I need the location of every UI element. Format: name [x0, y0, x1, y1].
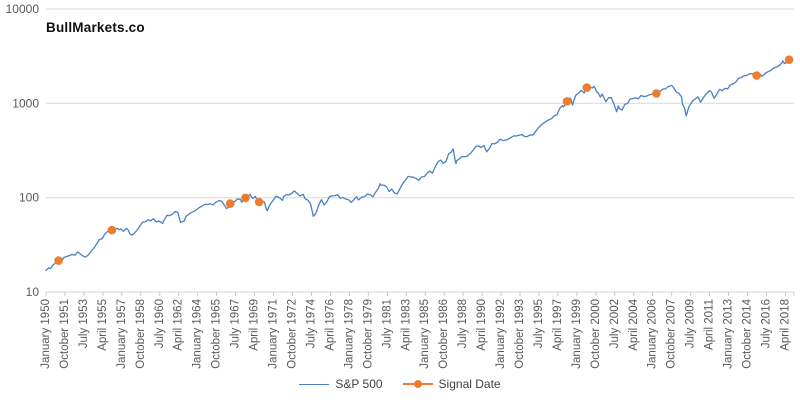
- x-tick-label: April 1997: [552, 299, 564, 351]
- x-tick-label: July 1981: [381, 299, 393, 348]
- x-tick-label: July 2002: [609, 299, 621, 348]
- x-tick-label: January 1985: [419, 299, 431, 369]
- x-tick-label: January 1971: [268, 299, 280, 369]
- x-tick-label: July 1960: [154, 299, 166, 348]
- x-tick-label: April 2004: [628, 298, 640, 350]
- x-tick-label: July 1995: [533, 299, 545, 348]
- x-tick-label: July 1953: [78, 299, 90, 348]
- x-tick-label: October 1993: [514, 299, 526, 369]
- brand-title: BullMarkets.co: [46, 20, 145, 35]
- signal-marker: [107, 225, 117, 235]
- signal-marker: [225, 199, 235, 208]
- x-tick-label: January 1999: [571, 299, 583, 369]
- x-tick-label: October 1986: [438, 299, 450, 369]
- x-tick-label: October 1965: [211, 299, 223, 369]
- x-tick-label: October 2014: [742, 298, 754, 368]
- signal-marker: [752, 71, 761, 80]
- x-tick-label: January 1950: [40, 299, 52, 369]
- x-tick-label: October 1958: [135, 299, 147, 369]
- x-tick-label: April 2011: [704, 299, 716, 350]
- x-tick-label: April 1955: [97, 299, 109, 351]
- signal-marker: [784, 55, 794, 64]
- x-tick-label: July 1988: [457, 299, 469, 348]
- x-tick-label: October 1951: [59, 299, 71, 369]
- x-tick-label: January 2006: [647, 299, 659, 369]
- x-tick-label: January 1964: [192, 298, 204, 368]
- x-tick-label: April 1962: [173, 299, 185, 351]
- y-tick-label: 10000: [6, 2, 40, 16]
- signal-line-swatch-icon: [402, 380, 433, 389]
- y-tick-label: 100: [19, 191, 39, 205]
- signal-dot-icon: [413, 380, 422, 389]
- y-tick-label: 1000: [12, 96, 39, 110]
- signal-marker: [254, 197, 264, 207]
- signal-marker: [562, 97, 572, 106]
- chart-legend: S&P 500 Signal Date: [0, 377, 800, 391]
- x-tick-label: April 1990: [476, 299, 488, 351]
- x-tick-label: October 1972: [287, 299, 299, 369]
- x-tick-label: July 1967: [230, 299, 242, 348]
- x-tick-label: July 1974: [306, 298, 318, 348]
- x-tick-label: October 1979: [362, 299, 374, 369]
- sp500-line: [45, 58, 791, 272]
- x-tick-label: April 1969: [249, 299, 261, 351]
- x-tick-label: April 1976: [324, 299, 336, 351]
- x-tick-label: January 2013: [723, 299, 735, 369]
- signal-marker: [54, 256, 63, 265]
- x-tick-label: April 1983: [400, 299, 412, 351]
- sp500-line-swatch-icon: [299, 383, 330, 385]
- x-tick-label: January 1978: [343, 299, 355, 369]
- signal-marker: [582, 83, 592, 92]
- x-tick-label: October 2007: [666, 299, 678, 369]
- legend-label-signal-date: Signal Date: [438, 377, 501, 391]
- x-tick-label: October 2000: [590, 299, 602, 369]
- legend-label-sp500: S&P 500: [335, 377, 383, 391]
- x-tick-label: April 2018: [780, 299, 792, 351]
- legend-item-signal-date: Signal Date: [402, 377, 501, 391]
- y-tick-label: 10: [26, 285, 40, 299]
- x-tick-label: July 2009: [685, 299, 697, 348]
- signal-marker: [241, 193, 250, 203]
- signal-marker: [652, 89, 661, 98]
- x-tick-label: January 1957: [116, 299, 128, 369]
- legend-item-sp500: S&P 500: [299, 377, 383, 391]
- x-tick-label: January 1992: [495, 299, 507, 369]
- x-tick-label: July 2016: [761, 299, 773, 348]
